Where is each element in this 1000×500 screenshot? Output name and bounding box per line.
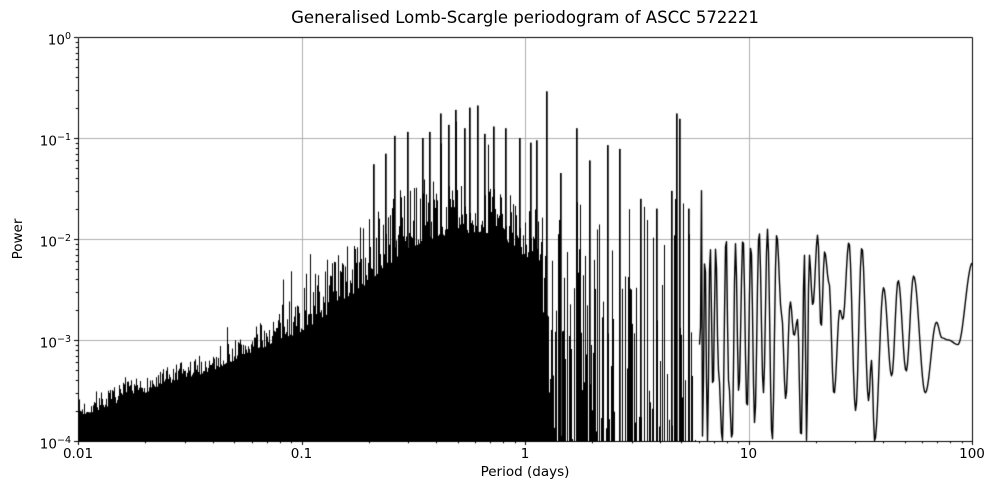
x-tick-label: 10 bbox=[739, 446, 758, 462]
x-axis-label: Period (days) bbox=[480, 464, 570, 480]
y-tick-label: 10−2 bbox=[39, 233, 71, 251]
chart-title: Generalised Lomb-Scargle periodogram of … bbox=[291, 8, 759, 27]
x-tick-label: 100 bbox=[959, 446, 985, 462]
y-tick-label: 10−1 bbox=[39, 132, 71, 150]
y-tick-label: 100 bbox=[47, 31, 71, 49]
y-tick-label: 10−3 bbox=[39, 334, 71, 352]
y-tick-label: 10−4 bbox=[39, 435, 71, 453]
x-tick-label: 0.01 bbox=[62, 446, 94, 462]
x-tick-label: 1 bbox=[520, 446, 530, 462]
x-tick-label: 0.1 bbox=[290, 446, 313, 462]
